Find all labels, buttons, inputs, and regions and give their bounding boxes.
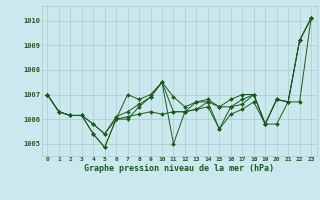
X-axis label: Graphe pression niveau de la mer (hPa): Graphe pression niveau de la mer (hPa): [84, 164, 274, 173]
